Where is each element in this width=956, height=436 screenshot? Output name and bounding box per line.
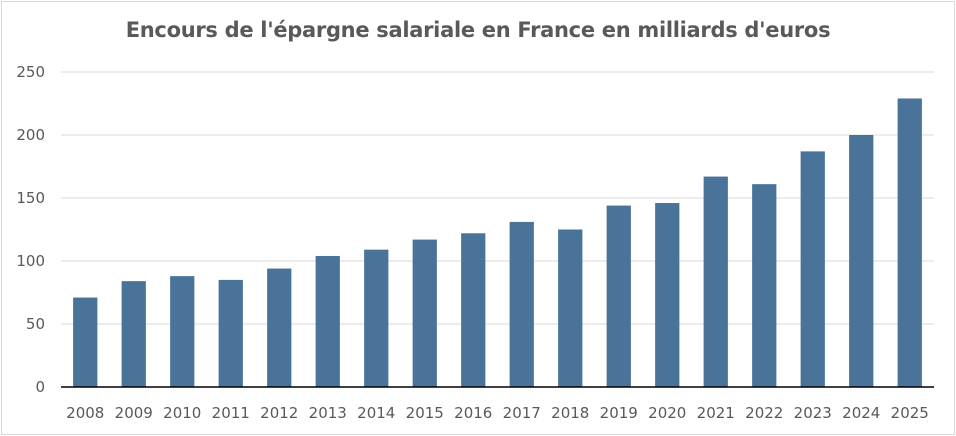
x-tick-label: 2010 [163,404,201,422]
bar [800,151,825,387]
bar [558,229,583,387]
bar [606,205,631,387]
x-tick-label: 2014 [357,404,395,422]
x-tick-label: 2008 [66,404,104,422]
x-tick-label: 2017 [503,404,541,422]
x-tick-label: 2018 [551,404,589,422]
x-tick-label: 2020 [648,404,686,422]
x-tick-label: 2015 [406,404,444,422]
bar [509,221,534,387]
x-tick-label: 2023 [794,404,832,422]
bar [73,297,98,387]
bar [461,233,486,387]
x-tick-label: 2013 [309,404,347,422]
x-tick-label: 2019 [600,404,638,422]
bar [364,249,389,387]
bar [412,239,437,387]
bar [703,176,728,387]
bar [897,98,922,388]
x-tick-label: 2016 [454,404,492,422]
x-tick-label: 2025 [891,404,929,422]
x-tick-label: 2021 [697,404,735,422]
x-tick-label: 2011 [212,404,250,422]
y-tick-label: 200 [16,126,45,144]
bar [655,203,680,387]
chart-title: Encours de l'épargne salariale en France… [125,18,831,42]
y-tick-label: 50 [26,315,45,333]
y-tick-label: 150 [16,189,45,207]
x-tick-label: 2009 [115,404,153,422]
bar [121,281,146,387]
bar [315,255,340,387]
bar [170,276,195,387]
y-tick-label: 100 [16,252,45,270]
y-tick-label: 0 [35,378,45,396]
x-tick-label: 2022 [745,404,783,422]
x-tick-label: 2012 [260,404,298,422]
y-tick-label: 250 [16,63,45,81]
bar [752,184,777,387]
bar [267,268,292,387]
bar [849,135,874,387]
x-tick-label: 2024 [842,404,880,422]
bar [218,279,243,387]
